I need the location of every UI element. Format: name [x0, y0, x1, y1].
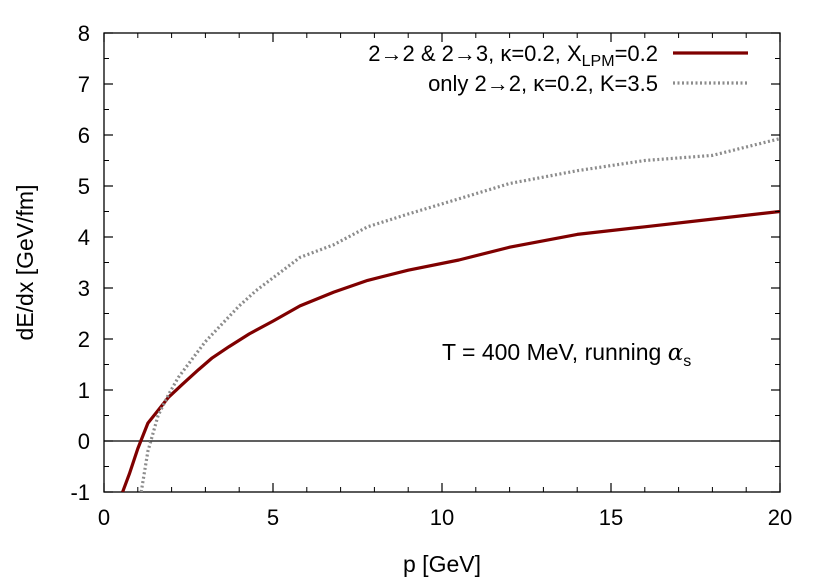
y-tick-label: 3	[78, 276, 90, 301]
legend-label-series-1: 2→2 & 2→3, κ=0.2, XLPM=0.2	[368, 41, 658, 70]
annotation-alpha-symbol: α	[668, 340, 684, 366]
tick-group	[103, 32, 781, 493]
y-tick-label: 1	[78, 378, 90, 403]
y-tick-label: 6	[78, 123, 90, 148]
y-tick-label: 0	[78, 429, 90, 454]
legend-label-series-1-main: 2→2 & 2→3, κ=0.2, X	[368, 41, 582, 66]
x-tick-label: 20	[768, 505, 792, 530]
y-tick-label: 8	[78, 21, 90, 46]
x-tick-label: 15	[599, 505, 623, 530]
y-tick-label: 2	[78, 327, 90, 352]
legend-label-series-1-subscript: LPM	[582, 53, 615, 70]
annotation-subscript: s	[683, 353, 691, 370]
y-axis-label: dE/dx [GeV/fm]	[12, 185, 38, 341]
series-line-1	[121, 209, 780, 492]
x-tick-label: 5	[267, 505, 279, 530]
y-tick-label: 5	[78, 174, 90, 199]
y-tick-label: -1	[70, 480, 90, 505]
x-tick-label: 0	[98, 505, 110, 530]
y-tick-label: 7	[78, 72, 90, 97]
series-line-2	[139, 137, 780, 492]
y-tick-label: 4	[78, 225, 90, 250]
legend-label-series-1-tail: =0.2	[615, 41, 658, 66]
legend-label-series-2: only 2→2, κ=0.2, K=3.5	[428, 71, 658, 96]
annotation-main-text: T = 400 MeV, running	[442, 339, 668, 365]
temperature-annotation: T = 400 MeV, running αs	[442, 339, 691, 370]
series-group	[121, 137, 780, 492]
tick-label-group: 0 5 10 15 20 -1 0 1 2 3 4 5 6 7 8	[70, 21, 792, 530]
x-axis-label: p [GeV]	[403, 551, 481, 577]
legend: 2→2 & 2→3, κ=0.2, XLPM=0.2 only 2→2, κ=0…	[368, 41, 748, 96]
x-tick-label: 10	[430, 505, 454, 530]
